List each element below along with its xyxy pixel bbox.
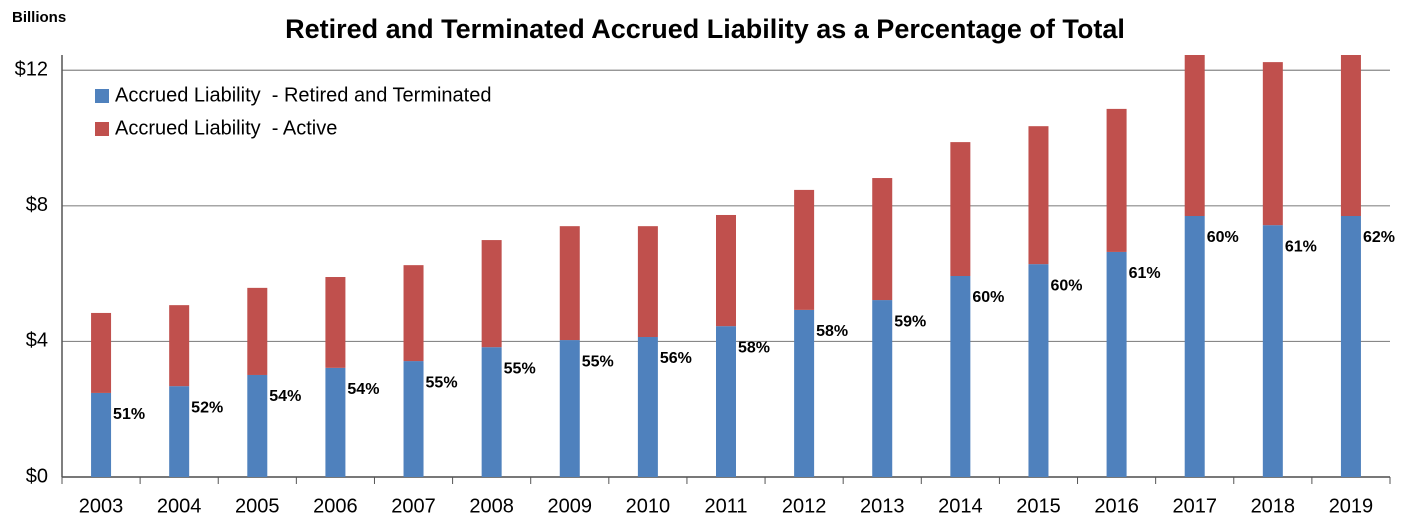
bar-segment (559, 340, 580, 477)
bar-segment (637, 226, 658, 338)
bar-segment (716, 326, 736, 477)
x-tick-label: 2007 (391, 495, 436, 517)
y-tick-label: $12 (15, 59, 48, 81)
bar-segment (1028, 264, 1049, 477)
y-axis-label: Billions (12, 9, 66, 26)
x-tick-label: 2015 (1016, 495, 1061, 517)
percent-label: 51% (113, 406, 145, 423)
percent-label: 55% (504, 360, 536, 377)
x-tick-label: 2003 (79, 495, 124, 517)
bar-segment (481, 240, 502, 348)
percent-label: 61% (1129, 265, 1161, 282)
x-tick-label: 2012 (782, 495, 827, 517)
percent-label: 58% (738, 339, 770, 356)
x-tick-label: 2013 (860, 495, 905, 517)
bar-segment (1184, 55, 1205, 217)
bar-segment (872, 178, 893, 301)
percent-label: 60% (1207, 229, 1239, 246)
percent-label: 61% (1285, 238, 1317, 255)
bar-segment (325, 277, 346, 368)
percent-label: 55% (426, 374, 458, 391)
percent-label: 52% (191, 399, 223, 416)
bar-segment (1106, 251, 1127, 477)
x-tick-label: 2009 (548, 495, 593, 517)
bar-segment (169, 305, 190, 387)
y-tick-label: $8 (26, 194, 48, 216)
bar-segment (403, 265, 424, 362)
bar-segment (559, 226, 580, 341)
bar-segment (1262, 62, 1283, 226)
x-tick-label: 2004 (157, 495, 202, 517)
percent-label: 55% (582, 353, 614, 370)
bar-segment (91, 392, 112, 477)
percent-label: 54% (269, 388, 301, 405)
bar-segment (1106, 108, 1127, 252)
legend-swatch (95, 122, 109, 136)
percent-label: 60% (972, 289, 1004, 306)
bar-segment (794, 309, 815, 477)
percent-label: 56% (660, 350, 692, 367)
bar-segment (1262, 225, 1283, 477)
percent-label: 59% (894, 313, 926, 330)
x-tick-label: 2016 (1094, 495, 1139, 517)
bar-segment (794, 189, 815, 310)
x-tick-label: 2008 (469, 495, 514, 517)
legend-swatch (95, 89, 109, 103)
y-tick-label: $4 (26, 330, 48, 352)
percent-label: 54% (347, 381, 379, 398)
x-tick-label: 2018 (1251, 495, 1296, 517)
percent-label: 60% (1050, 277, 1082, 294)
bar-segment (950, 275, 971, 477)
bar-segment (1340, 216, 1361, 477)
bar-segment (169, 386, 190, 477)
x-tick-label: 2014 (938, 495, 983, 517)
bar-segment (91, 312, 112, 393)
x-tick-label: 2019 (1329, 495, 1374, 517)
bar-segment (716, 214, 736, 327)
bar-segment (247, 287, 268, 375)
legend-label: Accrued Liability - Retired and Terminat… (115, 84, 491, 106)
bar-segment (950, 142, 971, 276)
chart-title: Retired and Terminated Accrued Liability… (285, 14, 1125, 44)
bar-segment (1340, 55, 1361, 217)
bar-segment (403, 361, 424, 477)
percent-label: 58% (816, 323, 848, 340)
x-tick-label: 2017 (1172, 495, 1217, 517)
bar-segment (637, 337, 658, 477)
x-tick-label: 2011 (704, 495, 747, 517)
bar-segment (872, 300, 893, 477)
bar-segment (1028, 126, 1049, 265)
bar-segment (247, 374, 268, 477)
legend-label: Accrued Liability - Active (115, 117, 337, 139)
x-tick-label: 2005 (235, 495, 280, 517)
bar-segment (481, 347, 502, 477)
x-tick-label: 2006 (313, 495, 358, 517)
y-tick-label: $0 (26, 465, 48, 487)
bar-segment (1184, 216, 1205, 477)
bar-segment (325, 367, 346, 477)
percent-label: 62% (1363, 229, 1395, 246)
x-tick-label: 2010 (626, 495, 671, 517)
